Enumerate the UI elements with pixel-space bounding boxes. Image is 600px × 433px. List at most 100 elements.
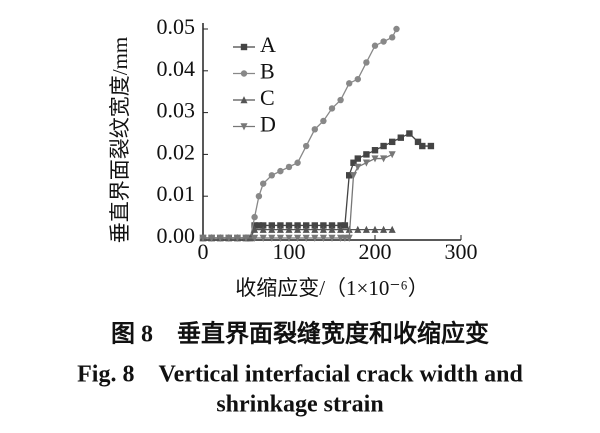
marker — [345, 234, 353, 242]
legend-label: A — [260, 32, 276, 57]
marker — [303, 222, 310, 229]
marker — [216, 234, 224, 242]
marker — [311, 222, 318, 229]
marker — [285, 163, 293, 171]
marker — [388, 225, 396, 233]
y-axis-title: 垂直界面裂纹宽度/mm — [108, 37, 132, 244]
marker — [414, 138, 422, 146]
legend-label: B — [260, 59, 275, 84]
marker — [294, 222, 301, 229]
marker — [380, 142, 387, 150]
marker — [328, 234, 336, 242]
marker — [350, 159, 357, 166]
marker — [268, 222, 275, 229]
marker — [268, 172, 275, 179]
marker — [242, 234, 250, 242]
x-tick-label: 300 — [445, 239, 478, 264]
marker — [337, 222, 344, 229]
x-axis-title: 收缩应变/（1×10⁻⁶） — [235, 276, 429, 300]
marker — [337, 225, 345, 233]
marker — [255, 222, 263, 229]
marker — [320, 117, 327, 125]
marker — [362, 159, 370, 167]
marker — [320, 222, 327, 229]
y-tick-label: 0.00 — [157, 223, 196, 248]
marker — [259, 225, 267, 233]
y-tick-label: 0.05 — [157, 14, 196, 39]
marker — [346, 80, 353, 87]
marker — [240, 123, 248, 131]
marker — [311, 225, 319, 233]
marker — [371, 42, 379, 49]
marker — [363, 59, 370, 66]
marker — [260, 222, 267, 229]
marker — [349, 172, 358, 180]
marker — [311, 126, 318, 133]
marker — [199, 234, 207, 242]
marker — [328, 222, 336, 229]
y-tick-label: 0.03 — [157, 98, 196, 123]
marker — [380, 38, 387, 45]
marker — [285, 225, 293, 233]
marker — [363, 151, 370, 158]
caption-en: Fig. 8 Vertical interfacial crack width … — [77, 362, 523, 388]
marker — [319, 225, 327, 233]
marker — [380, 225, 388, 233]
marker — [268, 225, 276, 233]
marker — [276, 225, 284, 233]
marker — [233, 234, 241, 242]
marker — [208, 234, 216, 242]
marker — [406, 130, 413, 137]
marker — [419, 142, 426, 150]
marker — [240, 43, 248, 51]
marker — [294, 159, 301, 166]
marker — [311, 234, 319, 242]
marker — [337, 96, 344, 104]
marker — [354, 163, 362, 171]
marker — [255, 193, 263, 200]
marker — [328, 105, 336, 112]
caption-en: shrinkage strain — [216, 392, 383, 418]
marker — [251, 225, 259, 233]
caption-cn: 图 8 垂直界面裂缝宽度和收缩应变 — [111, 320, 489, 348]
marker — [285, 222, 293, 229]
marker — [393, 25, 400, 33]
marker — [354, 155, 361, 162]
marker — [371, 147, 379, 154]
marker — [346, 172, 353, 179]
legend-label: C — [260, 85, 275, 110]
marker — [302, 234, 310, 242]
marker — [389, 138, 396, 146]
marker — [277, 222, 284, 229]
y-tick-label: 0.04 — [157, 56, 196, 81]
marker — [276, 234, 284, 242]
marker — [251, 234, 259, 242]
marker — [388, 151, 396, 159]
marker — [285, 234, 293, 242]
marker — [397, 134, 404, 141]
marker — [294, 234, 302, 242]
marker — [268, 234, 276, 242]
y-tick-label: 0.01 — [157, 181, 196, 206]
x-tick-label: 100 — [273, 239, 306, 264]
y-tick-label: 0.02 — [157, 139, 196, 164]
marker — [354, 225, 362, 233]
marker — [354, 75, 361, 83]
marker — [225, 234, 233, 242]
marker — [240, 70, 248, 77]
marker — [427, 142, 435, 150]
marker — [371, 225, 379, 233]
marker — [277, 167, 284, 175]
marker — [371, 155, 379, 163]
marker — [319, 234, 327, 242]
marker — [389, 34, 396, 41]
marker — [251, 213, 258, 221]
x-tick-label: 200 — [359, 239, 392, 264]
marker — [294, 225, 302, 233]
legend-label: D — [260, 112, 276, 137]
marker — [341, 222, 349, 229]
marker — [259, 234, 267, 242]
marker — [362, 225, 370, 233]
x-tick-label: 0 — [198, 239, 209, 264]
